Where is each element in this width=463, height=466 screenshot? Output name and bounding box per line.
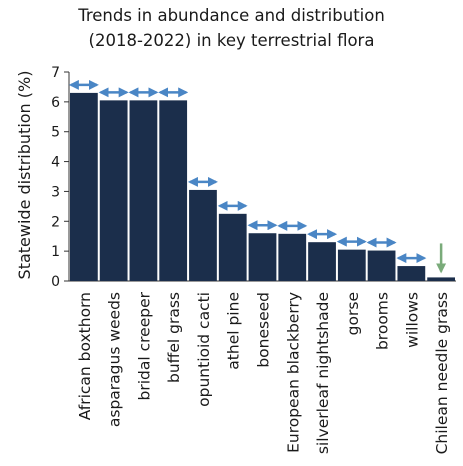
bar	[189, 189, 217, 281]
x-tick-label: buffel grass	[165, 292, 183, 383]
bar	[337, 249, 366, 281]
y-tick-label: 2	[51, 214, 60, 230]
x-tick-label: bridal creeper	[135, 291, 153, 400]
y-tick-label: 7	[51, 65, 60, 81]
bar	[308, 242, 336, 281]
y-tick-label: 5	[51, 125, 60, 141]
bar	[70, 92, 98, 282]
bar	[427, 277, 455, 281]
x-tick-label: gorse	[344, 292, 362, 335]
bar	[367, 250, 396, 281]
y-axis-label: Statewide distribution (%)	[15, 71, 34, 280]
x-tick-label: African boxthorn	[76, 292, 94, 420]
x-tick-label: asparagus weeds	[106, 292, 124, 427]
x-tick-label: opuntioid cacti	[195, 292, 213, 407]
y-tick-label: 6	[51, 95, 60, 111]
bar	[129, 100, 158, 281]
x-tick-label: European blackberry	[284, 292, 302, 453]
x-tick-label: silverleaf nightshade	[314, 292, 332, 454]
y-tick-label: 3	[51, 184, 60, 200]
x-tick-label: willows	[403, 292, 421, 348]
y-tick-label: 0	[51, 274, 60, 290]
x-tick-label: athel pine	[225, 292, 243, 370]
bar	[159, 100, 188, 281]
x-tick-label: brooms	[374, 292, 392, 350]
chart-title-line-1: Trends in abundance and distribution	[78, 6, 385, 25]
bar	[218, 213, 247, 281]
x-tick-label: boneseed	[255, 292, 273, 368]
y-tick-label: 1	[51, 244, 60, 260]
bar	[248, 233, 277, 281]
bar	[99, 100, 128, 281]
x-tick-label: Chilean needle grass	[433, 292, 451, 454]
bar	[278, 233, 307, 281]
y-tick-label: 4	[51, 155, 60, 171]
chart-title-line-2: (2018-2022) in key terrestrial flora	[88, 31, 375, 50]
bar	[397, 266, 426, 281]
